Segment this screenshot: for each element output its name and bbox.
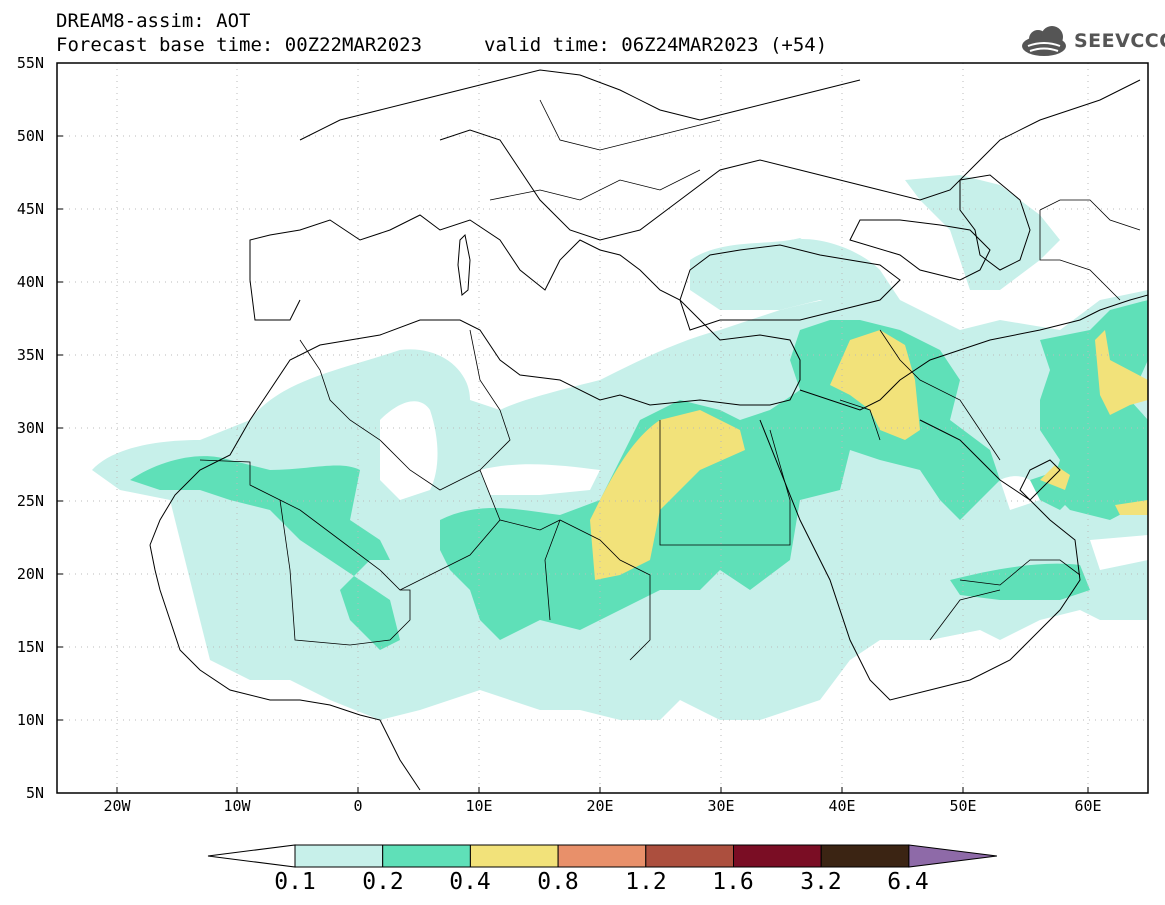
- lon-label: 50E: [949, 797, 976, 815]
- colorbar-label: 0.4: [449, 869, 491, 895]
- lat-label: 25N: [17, 492, 44, 510]
- lon-label: 60E: [1074, 797, 1101, 815]
- lat-label: 45N: [17, 200, 44, 218]
- lon-label: 30E: [707, 797, 734, 815]
- aot-contours: [92, 175, 1148, 720]
- lat-label: 15N: [17, 638, 44, 656]
- colorbar-over-arrow: [908, 844, 997, 868]
- colorbar-segment: [645, 844, 734, 868]
- colorbar-segment: [733, 844, 822, 868]
- country-borders: [199, 99, 1141, 661]
- longitude-labels: 20W 10W 0 10E 20E 30E 40E 50E 60E: [103, 797, 1101, 815]
- lon-label: 10W: [223, 797, 251, 815]
- tick-marks: [57, 135, 1089, 793]
- colorbar-segment: [820, 844, 910, 868]
- colorbar-segment: [382, 844, 471, 868]
- lat-label: 35N: [17, 346, 44, 364]
- aot-clear-areas: [380, 401, 1148, 570]
- coastlines: [149, 69, 1148, 791]
- colorbar-segment: [469, 844, 559, 868]
- latitude-labels: 55N 50N 45N 40N 35N 30N 25N 20N 15N 10N …: [17, 54, 44, 802]
- colorbar-label: 0.1: [274, 869, 316, 895]
- colorbar-segment: [294, 844, 384, 868]
- colorbar-label: 0.8: [537, 869, 579, 895]
- map-title: DREAM8-assim: AOT: [56, 10, 251, 32]
- lat-label: 30N: [17, 419, 44, 437]
- colorbar-label: 6.4: [887, 869, 929, 895]
- lat-label: 5N: [26, 784, 44, 802]
- lon-label: 20W: [103, 797, 131, 815]
- aot-level-0.4: [590, 330, 1148, 580]
- lat-label: 50N: [17, 127, 44, 145]
- forecast-base-time: Forecast base time: 00Z22MAR2023: [56, 34, 423, 56]
- lat-label: 55N: [17, 54, 44, 72]
- valid-time: valid time: 06Z24MAR2023 (+54): [484, 34, 828, 56]
- cloud-icon: [1022, 26, 1066, 56]
- colorbar: [207, 844, 997, 868]
- colorbar-label: 1.6: [712, 869, 754, 895]
- lon-label: 20E: [586, 797, 613, 815]
- colorbar-label: 3.2: [800, 869, 842, 895]
- lon-label: 0: [353, 797, 362, 815]
- colorbar-label: 0.2: [362, 869, 404, 895]
- colorbar-label: 1.2: [625, 869, 667, 895]
- lon-label: 10E: [465, 797, 492, 815]
- lat-label: 20N: [17, 565, 44, 583]
- logo-text: SEEVCCC: [1074, 30, 1165, 52]
- colorbar-under-arrow: [207, 844, 296, 868]
- lat-label: 40N: [17, 273, 44, 291]
- lat-label: 10N: [17, 711, 44, 729]
- lon-label: 40E: [828, 797, 855, 815]
- colorbar-segment: [557, 844, 647, 868]
